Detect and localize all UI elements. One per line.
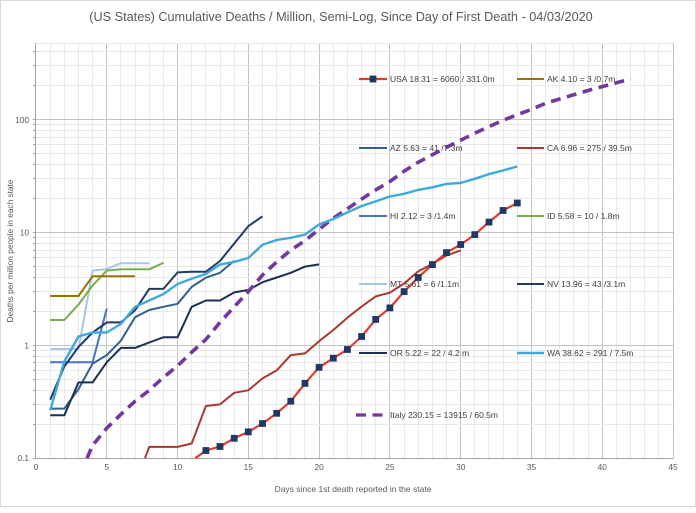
svg-text:35: 35 — [527, 462, 537, 472]
svg-text:NV 13.96 = 43 /3.1m: NV 13.96 = 43 /3.1m — [547, 279, 625, 289]
svg-text:5: 5 — [104, 462, 109, 472]
svg-text:25: 25 — [385, 462, 395, 472]
svg-text:HI 2.12 = 3 /1.4m: HI 2.12 = 3 /1.4m — [390, 211, 455, 221]
svg-text:AK 4.10 = 3 /0.7m: AK 4.10 = 3 /0.7m — [547, 74, 615, 84]
svg-text:1: 1 — [24, 340, 29, 350]
svg-text:0: 0 — [34, 462, 39, 472]
svg-text:Deaths per million people in e: Deaths per million people in each state — [5, 179, 15, 322]
svg-text:15: 15 — [244, 462, 254, 472]
svg-text:100: 100 — [15, 115, 29, 125]
svg-text:40: 40 — [598, 462, 608, 472]
svg-text:10: 10 — [173, 462, 183, 472]
svg-text:MT 5.61 = 6 /1.1m: MT 5.61 = 6 /1.1m — [390, 279, 459, 289]
svg-text:0.1: 0.1 — [17, 453, 29, 463]
svg-text:45: 45 — [668, 462, 678, 472]
svg-text:OR 5.22 = 22 / 4.2 m: OR 5.22 = 22 / 4.2 m — [390, 348, 469, 358]
svg-text:WA 38.62 = 291 / 7.5m: WA 38.62 = 291 / 7.5m — [547, 348, 633, 358]
svg-text:ID 5.58 = 10 / 1.8m: ID 5.58 = 10 / 1.8m — [547, 211, 620, 221]
svg-text:30: 30 — [456, 462, 466, 472]
svg-text:USA 18.31 = 6060 / 331.0m: USA 18.31 = 6060 / 331.0m — [390, 74, 495, 84]
svg-text:Days since 1st death reported: Days since 1st death reported in the sta… — [275, 484, 432, 494]
svg-text:(US States) Cumulative Deaths: (US States) Cumulative Deaths / Million,… — [89, 10, 593, 24]
svg-text:20: 20 — [314, 462, 324, 472]
svg-text:Italy 230.15 = 13915 / 60.5m: Italy 230.15 = 13915 / 60.5m — [390, 410, 498, 420]
svg-text:CA 6.96 = 275 / 39.5m: CA 6.96 = 275 / 39.5m — [547, 143, 632, 153]
svg-text:10: 10 — [20, 228, 30, 238]
svg-text:AZ 5.63 = 41 /7.3m: AZ 5.63 = 41 /7.3m — [390, 143, 463, 153]
